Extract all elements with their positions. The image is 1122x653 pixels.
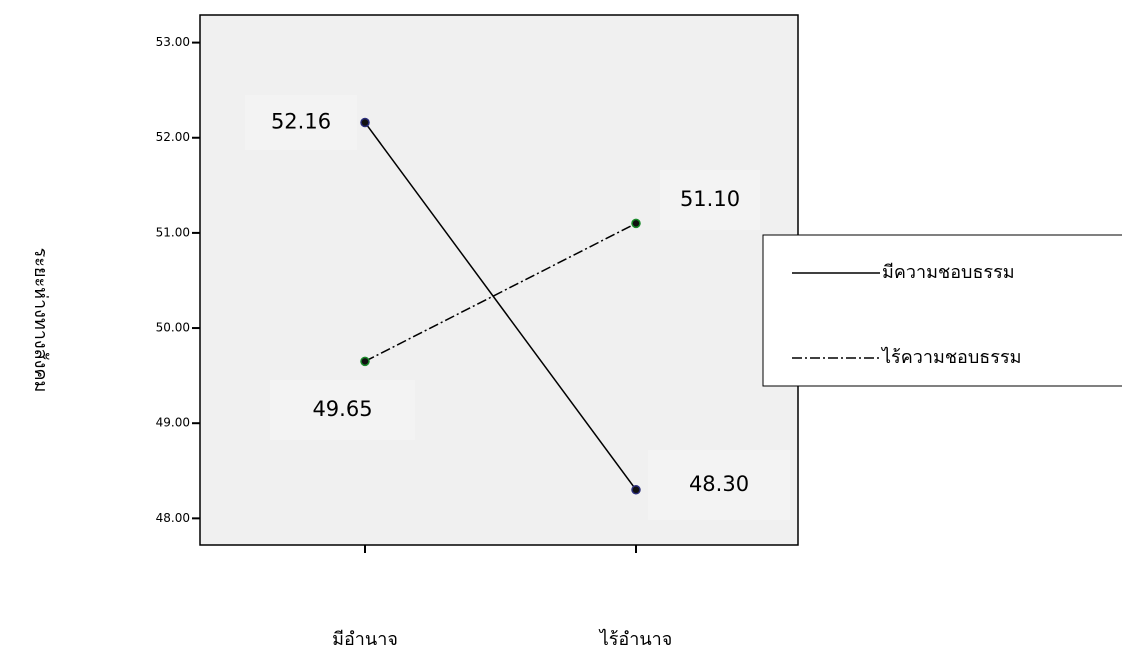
value-label: 49.65 [312,397,372,421]
value-label: 48.30 [689,472,749,496]
value-label-box [245,95,357,150]
marker [360,117,370,128]
marker [360,356,370,367]
value-label-box [270,380,415,440]
x-tick-label: มีอำนาจ [332,629,398,650]
marker [631,485,641,495]
y-tick-label: 48.00 [156,511,190,525]
legend-label: ไร้ความชอบธรรม [880,346,1021,368]
y-tick-label: 52.00 [156,130,190,144]
y-tick-label: 49.00 [156,416,190,430]
x-tick-label: ไร้อำนาจ [598,628,673,650]
y-axis-label: ระยะห่างทางสังคม [30,248,51,393]
value-label-box [648,450,790,520]
y-tick-label: 53.00 [156,35,190,49]
legend-box [762,234,1122,387]
series-line [364,222,637,363]
series-line [364,122,637,491]
marker [631,218,641,229]
value-label: 52.16 [271,110,331,134]
value-label-box [660,170,760,230]
y-tick-label: 50.00 [156,321,190,335]
legend-label: มีความชอบธรรม [882,262,1015,283]
y-tick-label: 51.00 [156,225,190,239]
value-label: 51.10 [680,187,740,211]
